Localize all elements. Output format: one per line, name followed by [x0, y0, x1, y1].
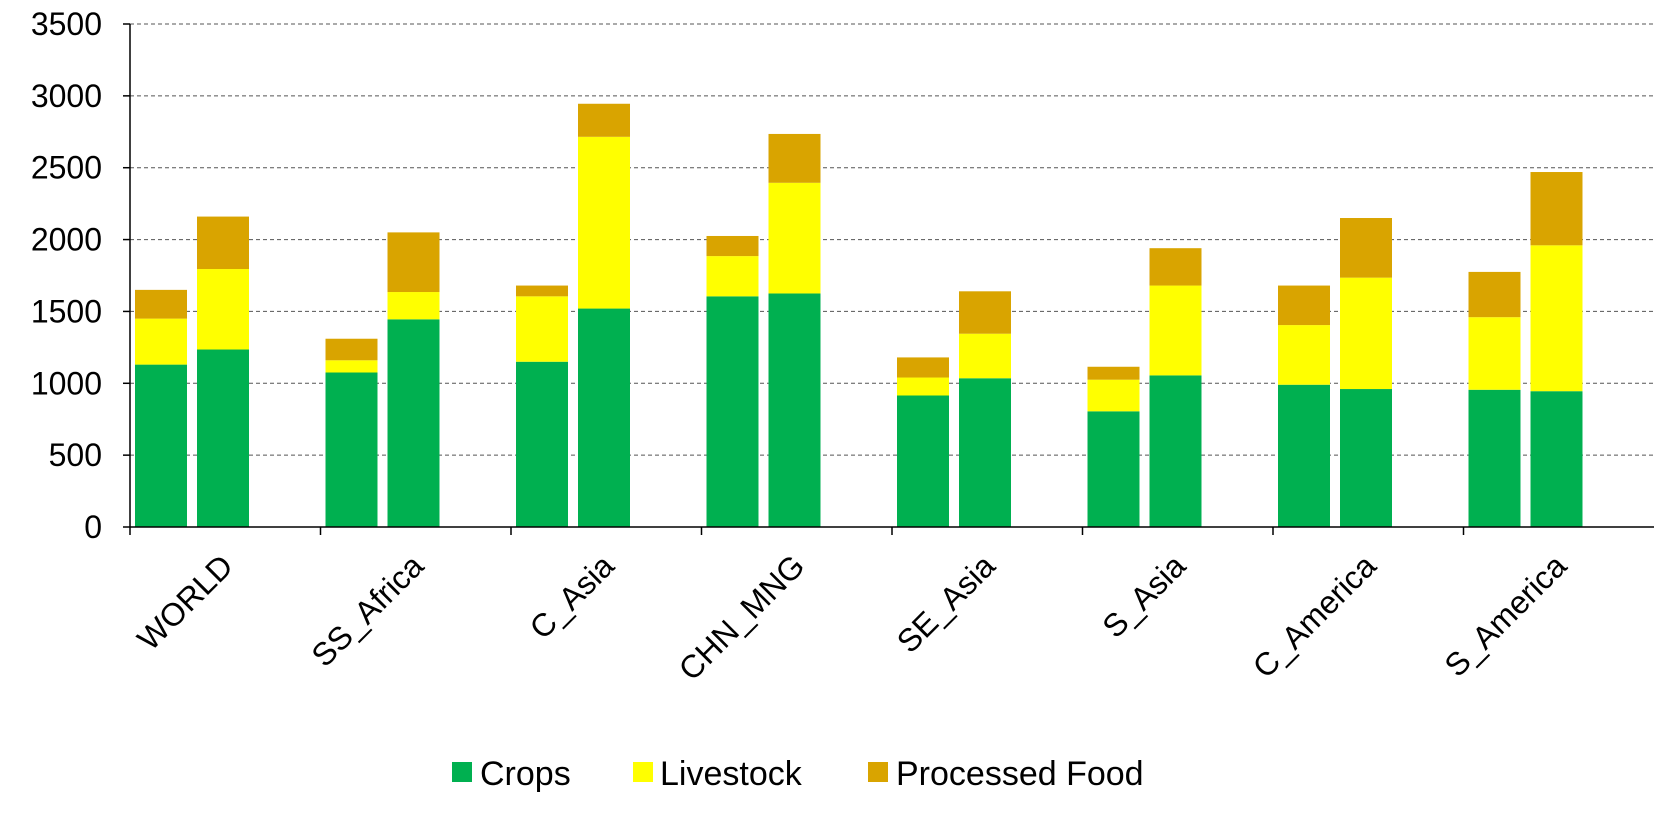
legend-swatch-livestock	[633, 762, 653, 782]
bar-c_asia-1-processed-food	[516, 285, 568, 297]
bar-c_asia-2-crops	[578, 308, 630, 527]
y-tick-label-0: 0	[84, 509, 102, 545]
bar-c_america-2-crops	[1340, 389, 1392, 527]
bar-c_america-1-processed-food	[1278, 285, 1330, 326]
bar-chn_mng-2-crops	[768, 293, 821, 527]
bar-s_asia-2-crops	[1149, 375, 1202, 527]
bar-s_asia-1-crops	[1087, 411, 1140, 527]
axes	[123, 23, 1654, 535]
y-tick-label-3500: 3500	[31, 6, 102, 42]
bar-c_america-2-processed-food	[1340, 218, 1392, 278]
legend: Crops Livestock Processed Food	[452, 755, 1144, 793]
y-tick-labels: 0 500 1000 1500 2000 2500 3000 3500	[31, 6, 102, 545]
bar-ss_africa-1-processed-food	[325, 338, 378, 361]
bar-se_asia-1-processed-food	[897, 357, 949, 378]
bar-s_america-1-crops	[1468, 389, 1521, 527]
y-tick-label-2000: 2000	[31, 222, 102, 258]
bar-se_asia-1-livestock	[897, 377, 949, 396]
bar-s_america-1-livestock	[1468, 317, 1521, 390]
x-category-label-c_asia: C_Asia	[523, 547, 622, 646]
y-tick-label-1000: 1000	[31, 365, 102, 401]
bar-s_asia-2-livestock	[1149, 285, 1202, 376]
x-category-label-se_asia: SE_Asia	[890, 547, 1002, 659]
bar-world-1-crops	[135, 364, 187, 527]
bar-c_america-1-livestock	[1278, 325, 1330, 385]
x-category-label-s_america: S_America	[1437, 547, 1573, 683]
bar-c_asia-2-livestock	[578, 136, 630, 309]
bar-s_asia-1-processed-food	[1087, 366, 1140, 380]
bar-se_asia-2-crops	[959, 378, 1011, 527]
y-tick-label-3000: 3000	[31, 78, 102, 114]
legend-label-crops: Crops	[480, 755, 571, 793]
legend-label-livestock: Livestock	[660, 755, 803, 793]
bar-s_america-2-livestock	[1530, 245, 1583, 392]
bar-s_asia-2-processed-food	[1149, 248, 1202, 286]
bar-c_america-2-livestock	[1340, 277, 1392, 390]
legend-swatch-processed-food	[868, 762, 888, 782]
x-category-label-world: WORLD	[130, 547, 240, 657]
bar-ss_africa-2-crops	[387, 319, 440, 527]
bar-ss_africa-2-processed-food	[387, 232, 440, 293]
y-tick-label-500: 500	[49, 437, 102, 473]
legend-label-processed-food: Processed Food	[896, 755, 1144, 793]
y-tick-label-1500: 1500	[31, 293, 102, 329]
bar-s_america-2-processed-food	[1530, 172, 1583, 246]
bar-c_america-1-crops	[1278, 384, 1330, 527]
bar-ss_africa-1-livestock	[325, 360, 378, 373]
bar-s_america-1-processed-food	[1468, 271, 1521, 318]
bar-c_asia-1-crops	[516, 361, 568, 527]
x-category-label-chn_mng: CHN_MNG	[672, 547, 812, 687]
bar-world-1-livestock	[135, 318, 187, 365]
bar-se_asia-2-livestock	[959, 333, 1011, 379]
bar-world-2-livestock	[197, 269, 249, 350]
bar-ss_africa-1-crops	[325, 372, 378, 527]
legend-swatch-crops	[452, 762, 472, 782]
x-category-label-s_asia: S_Asia	[1095, 547, 1192, 644]
bar-world-2-crops	[197, 349, 249, 527]
x-category-label-c_america: C_America	[1246, 547, 1384, 685]
bar-c_asia-1-livestock	[516, 296, 568, 362]
bar-s_asia-1-livestock	[1087, 379, 1140, 412]
bar-chn_mng-1-processed-food	[706, 235, 759, 257]
bar-chn_mng-2-processed-food	[768, 133, 821, 183]
bars	[135, 103, 1583, 527]
x-category-labels: WORLD SS_Africa C_Asia CHN_MNG SE_Asia S_Asia…	[130, 547, 1573, 687]
bar-c_asia-2-processed-food	[578, 103, 630, 137]
bar-world-1-processed-food	[135, 289, 187, 319]
gridlines	[130, 23, 1654, 456]
x-category-label-ss_africa: SS_Africa	[304, 547, 430, 673]
bar-s_america-2-crops	[1530, 391, 1583, 527]
bar-se_asia-2-processed-food	[959, 291, 1011, 334]
bar-chn_mng-1-crops	[706, 296, 759, 527]
bar-ss_africa-2-livestock	[387, 292, 440, 320]
bar-se_asia-1-crops	[897, 395, 949, 527]
bar-chn_mng-1-livestock	[706, 256, 759, 297]
bar-chn_mng-2-livestock	[768, 182, 821, 294]
y-tick-label-2500: 2500	[31, 150, 102, 186]
bar-world-2-processed-food	[197, 216, 249, 270]
